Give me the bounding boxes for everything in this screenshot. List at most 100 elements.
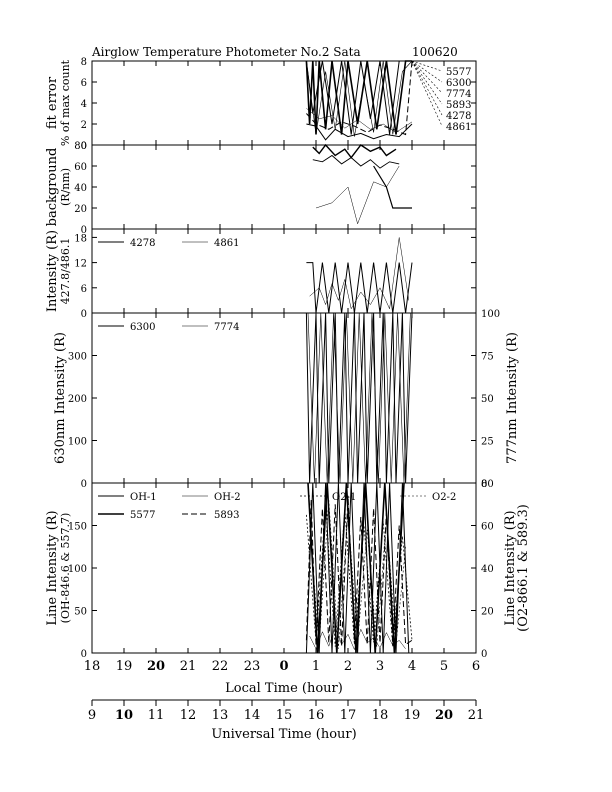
series-bg-c bbox=[315, 165, 400, 225]
y-axis-label: Intensity (R) bbox=[45, 230, 60, 312]
universal-time-tick-label: 10 bbox=[115, 708, 133, 723]
series-bg-b bbox=[312, 154, 400, 169]
y-tick-label: 8 bbox=[81, 57, 87, 68]
series-4861 bbox=[309, 237, 410, 310]
y-axis-label: fit error bbox=[45, 76, 60, 129]
panel-intensity-427-486: 0 6 12 18 Intensity (R) 427.8/486.1 4278 4861 bbox=[45, 228, 477, 320]
universal-time-tick-label: 12 bbox=[180, 708, 197, 723]
series-5893 bbox=[305, 495, 413, 647]
local-time-axis-label: Local Time (hour) bbox=[225, 681, 343, 696]
legend-label-4861: 4861 bbox=[214, 238, 239, 249]
legend-label-5893: 5893 bbox=[214, 510, 239, 521]
panel-fit-error: 0 2 4 6 8 fit error% of max count 557763007774… bbox=[45, 57, 477, 152]
panel-frame bbox=[91, 312, 477, 484]
universal-time-tick-label: 15 bbox=[276, 708, 293, 723]
local-time-tick-label: 21 bbox=[180, 659, 197, 674]
legend-label-4861: 4861 bbox=[446, 122, 471, 133]
y2-tick-label: 75 bbox=[481, 352, 494, 363]
legend-label-5577: 5577 bbox=[130, 510, 155, 521]
y-tick-label: 0 bbox=[81, 309, 87, 320]
local-time-tick-label: 19 bbox=[116, 659, 133, 674]
series-7774 bbox=[306, 60, 413, 137]
local-time-tick-label: 1 bbox=[312, 659, 320, 674]
y-tick-label: 80 bbox=[74, 141, 87, 152]
legend-label-O2-1: O2-1 bbox=[332, 492, 356, 503]
leader-line-4861 bbox=[411, 60, 443, 127]
y-tick-label: 4 bbox=[81, 99, 87, 110]
leader-line-6300 bbox=[411, 60, 443, 83]
local-time-tick-label: 4 bbox=[408, 659, 416, 674]
legend-label-OH-1: OH-1 bbox=[130, 492, 157, 503]
y-tick-label: 50 bbox=[74, 607, 87, 618]
y2-axis-label: (O2-866.1 & 589.3) bbox=[516, 504, 531, 632]
y-tick-label: 100 bbox=[68, 564, 87, 575]
legend-label-7774: 7774 bbox=[446, 89, 471, 100]
legend-label-O2-2: O2-2 bbox=[432, 492, 456, 503]
y-tick-label: 0 bbox=[81, 479, 87, 490]
universal-time-axis-label: Universal Time (hour) bbox=[211, 727, 356, 742]
universal-time-tick-label: 13 bbox=[212, 708, 229, 723]
y2-tick-label: 0 bbox=[481, 649, 487, 660]
y-tick-label: 0 bbox=[81, 225, 87, 236]
leader-line-7774 bbox=[411, 60, 443, 94]
y-tick-label: 2 bbox=[81, 120, 87, 131]
universal-time-tick-label: 16 bbox=[308, 708, 325, 723]
local-time-tick-label: 2 bbox=[344, 659, 352, 674]
y2-tick-label: 50 bbox=[481, 394, 494, 405]
y-tick-label: 6 bbox=[81, 284, 87, 295]
universal-time-tick-label: 18 bbox=[372, 708, 389, 723]
y2-tick-label: 20 bbox=[481, 607, 494, 618]
y-tick-label: 60 bbox=[74, 162, 87, 173]
legend-label-4278: 4278 bbox=[446, 111, 471, 122]
series-4861 bbox=[306, 108, 413, 133]
y-tick-label: 18 bbox=[74, 233, 87, 244]
y2-tick-label: 40 bbox=[481, 564, 494, 575]
universal-time-tick-label: 21 bbox=[468, 708, 485, 723]
panel-frame bbox=[91, 482, 477, 654]
panel-frame bbox=[91, 60, 477, 146]
y-axis-label: (R/nm) bbox=[59, 168, 72, 206]
y-axis-label: background bbox=[45, 148, 60, 227]
leader-line-5893 bbox=[411, 60, 443, 105]
local-time-tick-label: 23 bbox=[244, 659, 261, 674]
local-time-tick-label: 6 bbox=[472, 659, 480, 674]
local-time-tick-label: 5 bbox=[440, 659, 448, 674]
series-5893 bbox=[306, 60, 413, 136]
legend-label-5577: 5577 bbox=[446, 67, 471, 78]
local-time-tick-label: 22 bbox=[212, 659, 229, 674]
chart-title: Airglow Temperature Photometer No.2 Sata bbox=[91, 45, 361, 59]
legend-label-4278: 4278 bbox=[130, 238, 155, 249]
series-bg-d bbox=[373, 165, 412, 209]
y-tick-label: 12 bbox=[74, 259, 87, 270]
universal-time-tick-label: 11 bbox=[148, 708, 165, 723]
universal-time-tick-label: 19 bbox=[404, 708, 421, 723]
series-4278 bbox=[306, 262, 413, 314]
legend-label-7774: 7774 bbox=[214, 322, 239, 333]
y2-tick-label: 0 bbox=[481, 479, 487, 490]
legend-label-6300: 6300 bbox=[446, 78, 471, 89]
legend-label-OH-2: OH-2 bbox=[214, 492, 241, 503]
series-bg-a bbox=[312, 143, 397, 159]
series-4278 bbox=[306, 123, 413, 141]
series-7774 bbox=[307, 312, 411, 484]
local-time-tick-label: 20 bbox=[147, 659, 165, 674]
y-tick-label: 200 bbox=[68, 394, 87, 405]
y-tick-label: 40 bbox=[74, 183, 87, 194]
y-tick-label: 100 bbox=[68, 437, 87, 448]
y2-tick-label: 25 bbox=[481, 437, 494, 448]
y2-tick-label: 100 bbox=[481, 309, 500, 320]
y-tick-label: 0 bbox=[81, 141, 87, 152]
series-6300 bbox=[305, 312, 413, 484]
leader-line-5577 bbox=[411, 60, 443, 72]
legend-label-6300: 6300 bbox=[130, 322, 155, 333]
universal-time-tick-label: 14 bbox=[244, 708, 261, 723]
y-tick-label: 300 bbox=[68, 352, 87, 363]
y-axis-label: 630nm Intensity (R) bbox=[53, 332, 68, 464]
local-time-tick-label: 0 bbox=[279, 659, 288, 674]
universal-time-tick-label: 17 bbox=[340, 708, 357, 723]
y-tick-label: 6 bbox=[81, 78, 87, 89]
y-axis-label: (OH-846.6 & 557.7) bbox=[59, 513, 72, 624]
